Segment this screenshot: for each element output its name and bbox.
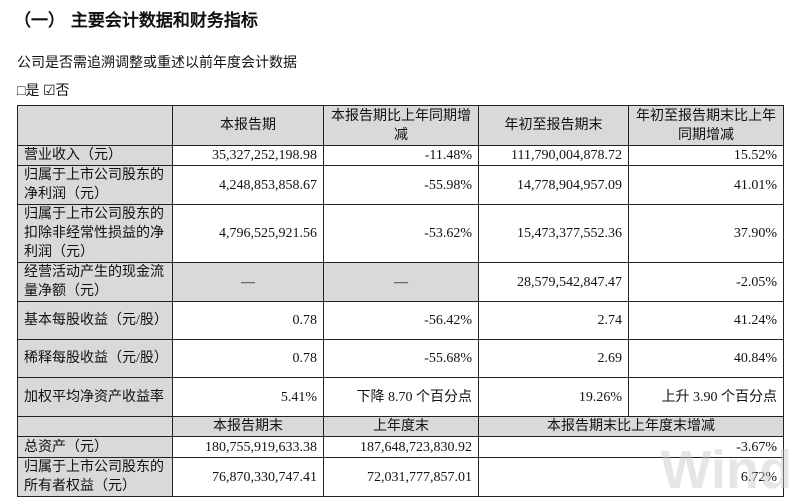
header-cell: 上年度末 xyxy=(323,416,479,437)
header-cell: 年初至报告期末比上年同期增减 xyxy=(628,105,784,146)
cell: 76,870,330,747.41 xyxy=(172,457,324,497)
header-cell: 本报告期末 xyxy=(172,416,324,437)
cell: 14,778,904,957.09 xyxy=(478,165,629,205)
cell: 上升 3.90 个百分点 xyxy=(628,377,784,417)
cell: 35,327,252,198.98 xyxy=(172,145,324,166)
row-label: 营业收入（元） xyxy=(17,145,173,166)
financial-table: 本报告期 本报告期比上年同期增减 年初至报告期末 年初至报告期末比上年同期增减 … xyxy=(17,105,784,497)
row-label: 加权平均净资产收益率 xyxy=(17,377,173,417)
option-yes: □是 xyxy=(17,84,40,99)
header-cell: 本报告期末比上年度末增减 xyxy=(478,416,784,437)
row-label: 归属于上市公司股东的净利润（元） xyxy=(17,165,173,205)
cell: — xyxy=(172,262,324,302)
cell: 180,755,919,633.38 xyxy=(172,436,324,458)
cell: 5.41% xyxy=(172,377,324,417)
table-row: 经营活动产生的现金流量净额（元） — — 28,579,542,847.47 -… xyxy=(17,262,784,302)
cell: 187,648,723,830.92 xyxy=(323,436,479,458)
option-no: ☑否 xyxy=(42,84,70,99)
row-label: 经营活动产生的现金流量净额（元） xyxy=(17,262,173,302)
cell: -2.05% xyxy=(628,262,784,302)
table-row: 归属于上市公司股东的扣除非经常性损益的净利润（元） 4,796,525,921.… xyxy=(17,204,784,263)
cell: 41.01% xyxy=(628,165,784,205)
cell: 15.52% xyxy=(628,145,784,166)
section-title: （一） 主要会计数据和财务指标 xyxy=(14,11,258,31)
row-label: 基本每股收益（元/股） xyxy=(17,301,173,340)
cell: 0.78 xyxy=(172,301,324,340)
header-cell: 年初至报告期末 xyxy=(478,105,629,146)
cell: 6.72% xyxy=(478,457,784,497)
restatement-options: □是 ☑否 xyxy=(17,80,70,100)
table-row: 归属于上市公司股东的所有者权益（元） 76,870,330,747.41 72,… xyxy=(17,457,784,497)
header-cell: 本报告期 xyxy=(172,105,324,146)
restatement-question: 公司是否需追溯调整或重述以前年度会计数据 xyxy=(17,56,297,71)
table-row: 加权平均净资产收益率 5.41% 下降 8.70 个百分点 19.26% 上升 … xyxy=(17,377,784,417)
watermark-logo: Wind xyxy=(660,440,792,500)
cell: 2.69 xyxy=(478,339,629,378)
cell: 4,248,853,858.67 xyxy=(172,165,324,205)
cell: 4,796,525,921.56 xyxy=(172,204,324,263)
table-header: 本报告期 本报告期比上年同期增减 年初至报告期末 年初至报告期末比上年同期增减 xyxy=(17,105,784,146)
header-cell xyxy=(17,416,173,437)
cell: -55.68% xyxy=(323,339,479,378)
table-row: 基本每股收益（元/股） 0.78 -56.42% 2.74 41.24% xyxy=(17,301,784,340)
cell: 37.90% xyxy=(628,204,784,263)
row-label: 归属于上市公司股东的所有者权益（元） xyxy=(17,457,173,497)
cell: 2.74 xyxy=(478,301,629,340)
table-subheader: 本报告期末 上年度末 本报告期末比上年度末增减 xyxy=(17,416,784,437)
table-row: 营业收入（元） 35,327,252,198.98 -11.48% 111,79… xyxy=(17,145,784,166)
cell: -11.48% xyxy=(323,145,479,166)
cell: -56.42% xyxy=(323,301,479,340)
cell: -53.62% xyxy=(323,204,479,263)
row-label: 稀释每股收益（元/股） xyxy=(17,339,173,378)
cell: 下降 8.70 个百分点 xyxy=(323,377,479,417)
header-cell: 本报告期比上年同期增减 xyxy=(323,105,479,146)
row-label: 归属于上市公司股东的扣除非经常性损益的净利润（元） xyxy=(17,204,173,263)
row-label: 总资产（元） xyxy=(17,436,173,458)
cell: 0.78 xyxy=(172,339,324,378)
cell: 41.24% xyxy=(628,301,784,340)
cell: 40.84% xyxy=(628,339,784,378)
cell: — xyxy=(323,262,479,302)
header-cell xyxy=(17,105,173,146)
table-row: 稀释每股收益（元/股） 0.78 -55.68% 2.69 40.84% xyxy=(17,339,784,378)
cell: 72,031,777,857.01 xyxy=(323,457,479,497)
cell: 111,790,004,878.72 xyxy=(478,145,629,166)
cell: 19.26% xyxy=(478,377,629,417)
cell: -55.98% xyxy=(323,165,479,205)
cell: 15,473,377,552.36 xyxy=(478,204,629,263)
cell: 28,579,542,847.47 xyxy=(478,262,629,302)
table-row: 归属于上市公司股东的净利润（元） 4,248,853,858.67 -55.98… xyxy=(17,165,784,205)
